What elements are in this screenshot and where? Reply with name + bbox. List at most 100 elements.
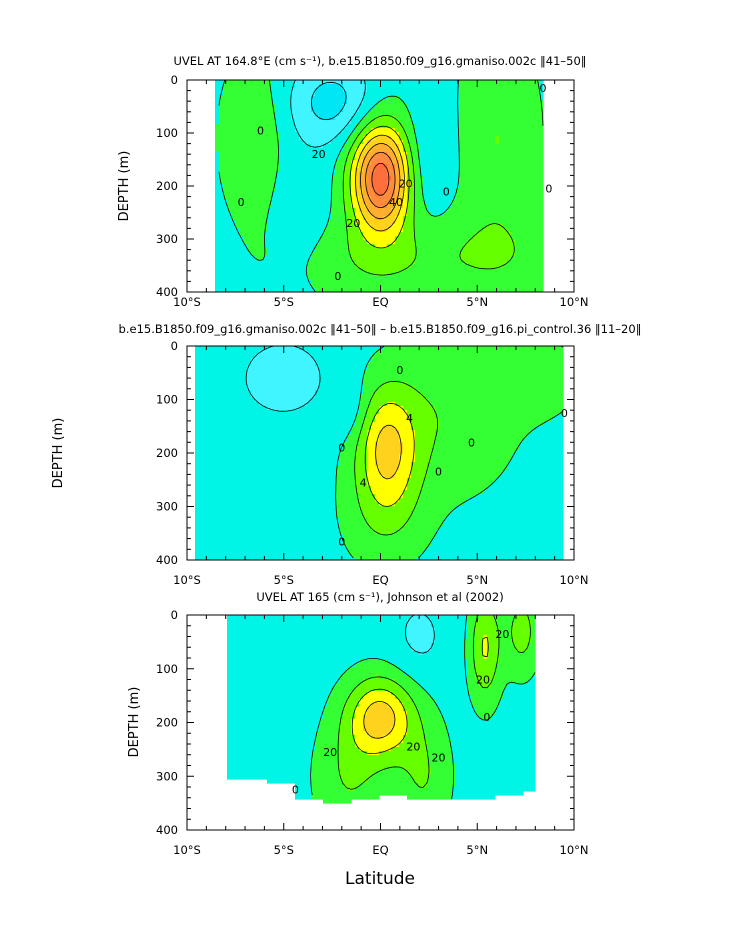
heatmap-cell — [411, 248, 416, 253]
heatmap-cell — [483, 268, 488, 273]
heatmap-cell — [419, 276, 424, 281]
heatmap-cell — [455, 220, 460, 225]
heatmap-cell — [491, 354, 496, 359]
heatmap-cell — [323, 268, 328, 273]
heatmap-cell — [471, 358, 476, 363]
heatmap-cell — [271, 80, 276, 85]
heatmap-cell — [315, 228, 320, 233]
heatmap-cell — [311, 200, 316, 205]
heatmap-cell — [475, 272, 480, 277]
heatmap-cell — [207, 358, 212, 363]
heatmap-cell — [451, 224, 456, 229]
heatmap-cell — [279, 188, 284, 193]
heatmap-cell — [295, 240, 300, 245]
heatmap-cell — [299, 244, 304, 249]
heatmap-cell — [287, 354, 292, 359]
heatmap-cell — [499, 236, 504, 241]
x-tick-label: 10°S — [173, 295, 201, 309]
heatmap-cell — [523, 140, 528, 145]
heatmap-cell — [299, 144, 304, 149]
heatmap-cell — [455, 156, 460, 161]
heatmap-cell — [311, 196, 316, 201]
heatmap-cell — [491, 196, 496, 201]
heatmap-cell — [327, 132, 332, 137]
heatmap-cell — [359, 224, 364, 229]
heatmap-cell — [231, 140, 236, 145]
heatmap-cell — [327, 350, 332, 355]
heatmap-cell — [527, 236, 532, 241]
heatmap-cell — [327, 120, 332, 125]
heatmap-cell — [435, 160, 440, 165]
heatmap-cell — [411, 346, 416, 351]
heatmap-cell — [367, 224, 372, 229]
heatmap-cell — [235, 100, 240, 105]
heatmap-cell — [283, 196, 288, 201]
heatmap-cell — [451, 128, 456, 133]
heatmap-cell — [247, 252, 252, 257]
heatmap-cell — [339, 120, 344, 125]
heatmap-cell — [455, 136, 460, 141]
heatmap-cell — [263, 188, 268, 193]
heatmap-cell — [451, 200, 456, 205]
heatmap-cell — [259, 148, 264, 153]
heatmap-cell — [327, 100, 332, 105]
heatmap-cell — [267, 188, 272, 193]
heatmap-cell — [235, 252, 240, 257]
heatmap-cell — [243, 228, 248, 233]
heatmap-cell — [379, 148, 384, 153]
heatmap-cell — [539, 192, 544, 197]
heatmap-cell — [419, 148, 424, 153]
heatmap-cell — [463, 362, 468, 367]
heatmap-cell — [271, 346, 276, 351]
heatmap-cell — [419, 216, 424, 221]
heatmap-cell — [359, 272, 364, 277]
heatmap-cell — [371, 96, 376, 101]
heatmap-cell — [295, 196, 300, 201]
heatmap-cell — [299, 176, 304, 181]
heatmap-cell — [331, 216, 336, 221]
heatmap-cell — [419, 200, 424, 205]
heatmap-cell — [499, 172, 504, 177]
heatmap-cell — [507, 350, 512, 355]
heatmap-cell — [283, 144, 288, 149]
heatmap-cell — [491, 256, 496, 261]
heatmap-cell — [403, 160, 408, 165]
heatmap-cell — [439, 200, 444, 205]
heatmap-cell — [291, 188, 296, 193]
heatmap-cell — [379, 208, 384, 213]
heatmap-cell — [439, 156, 444, 161]
heatmap-cell — [531, 272, 536, 277]
heatmap-cell — [527, 156, 532, 161]
heatmap-cell — [303, 216, 308, 221]
heatmap-cell — [359, 128, 364, 133]
heatmap-cell — [259, 288, 264, 292]
heatmap-cell — [387, 244, 392, 249]
heatmap-cell — [403, 288, 408, 292]
heatmap-cell — [235, 180, 240, 185]
heatmap-cell — [251, 272, 256, 277]
heatmap-cell — [495, 172, 500, 177]
heatmap-cell — [475, 96, 480, 101]
heatmap-cell — [491, 140, 496, 145]
heatmap-cell — [451, 236, 456, 241]
heatmap-cell — [431, 92, 436, 97]
heatmap-cell — [231, 144, 236, 149]
heatmap-cell — [235, 84, 240, 89]
heatmap-cell — [339, 196, 344, 201]
heatmap-cell — [299, 346, 304, 351]
heatmap-cell — [319, 136, 324, 141]
heatmap-cell — [451, 116, 456, 121]
heatmap-cell — [271, 100, 276, 105]
heatmap-cell — [447, 260, 452, 265]
heatmap-cell — [431, 252, 436, 257]
heatmap-cell — [227, 84, 232, 89]
heatmap-cell — [379, 240, 384, 245]
heatmap-cell — [319, 104, 324, 109]
heatmap-cell — [219, 350, 224, 355]
heatmap-cell — [435, 288, 440, 292]
heatmap-cell — [527, 84, 532, 89]
heatmap-cell — [379, 268, 384, 273]
heatmap-cell — [391, 108, 396, 113]
heatmap-cell — [371, 120, 376, 125]
heatmap-cell — [431, 140, 436, 145]
